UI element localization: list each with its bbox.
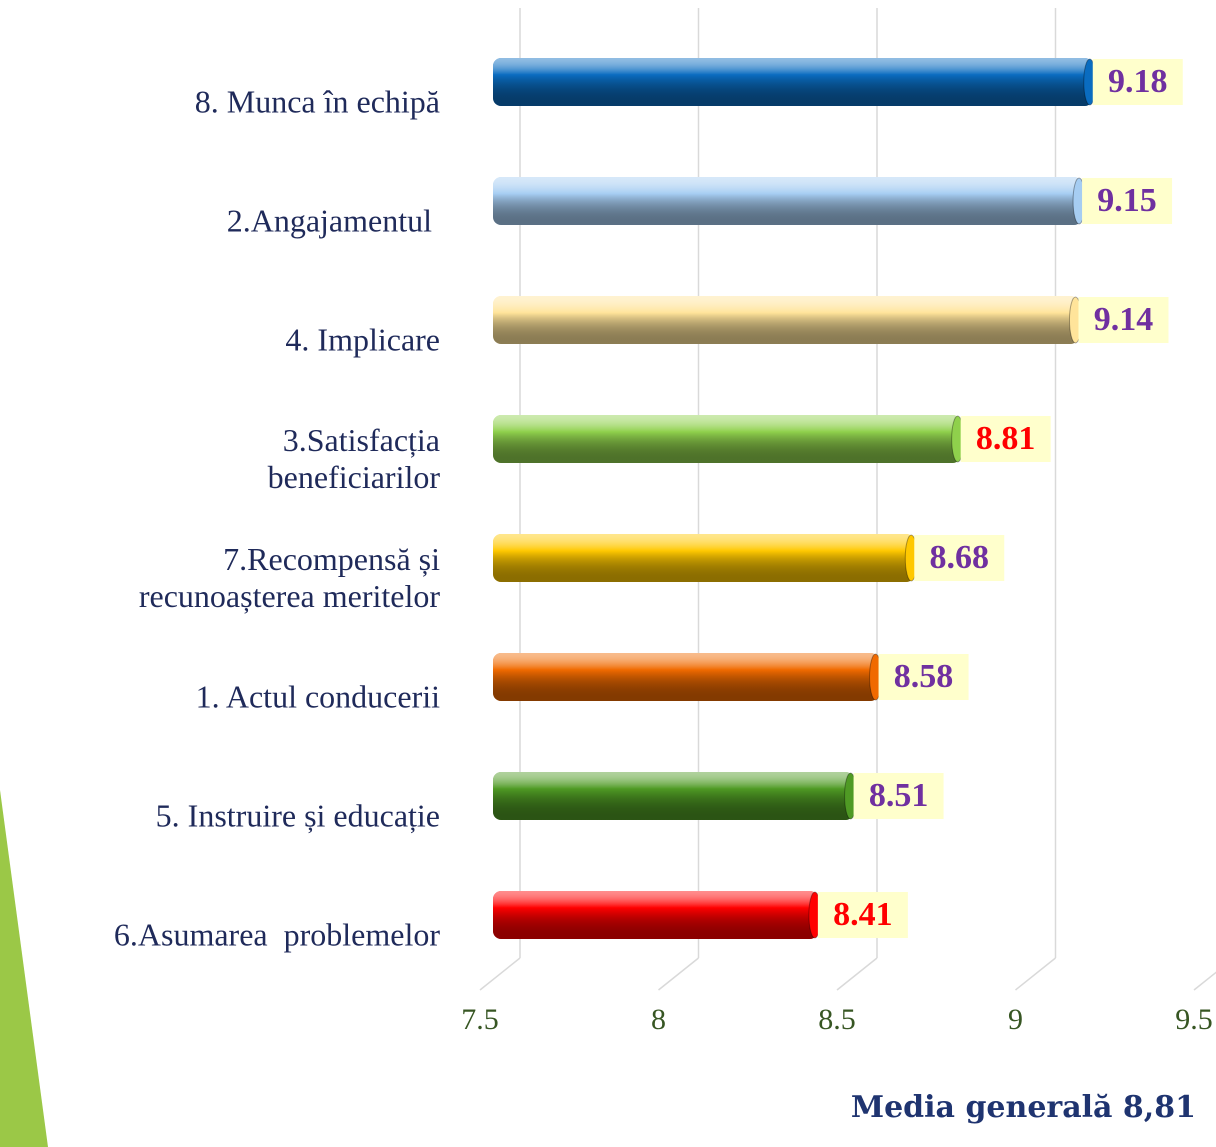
bar-shade [493, 177, 1083, 225]
value-label: 9.14 [1094, 301, 1154, 338]
value-label: 8.41 [833, 896, 893, 933]
floor-line [836, 957, 878, 991]
value-label: 9.15 [1097, 182, 1157, 219]
value-label-box [1082, 178, 1173, 224]
bar-shade [493, 534, 915, 582]
bar-shade [493, 653, 879, 701]
floor-line [1193, 971, 1216, 991]
value-label: 8.81 [976, 420, 1036, 457]
value-label-box [1078, 297, 1169, 343]
category-label: 6.Asumarea problemelor [113, 916, 440, 953]
category-label: 3.Satisfacția beneficiarilor [267, 422, 440, 495]
bar-shade [493, 58, 1093, 106]
category-label: 2.Angajamentul [226, 202, 440, 239]
decor-triangle [0, 790, 48, 1147]
value-label: 9.18 [1108, 63, 1168, 100]
value-label: 8.58 [894, 658, 954, 695]
value-label: 8.68 [930, 539, 990, 576]
x-tick-label: 8.5 [818, 1003, 856, 1036]
bar-shade [493, 296, 1079, 344]
x-tick-label: 9 [1008, 1003, 1023, 1036]
floor-line [479, 957, 521, 991]
category-label: 1. Actul conducerii [195, 678, 440, 715]
value-label-box [878, 654, 969, 700]
category-label: 8. Munca în echipă [194, 83, 440, 120]
x-tick-label: 9.5 [1175, 1003, 1213, 1036]
bar-shade [493, 891, 818, 939]
category-label: 5. Instruire și educație [155, 797, 440, 834]
annotation: Media generală 8,81 [850, 1090, 1196, 1125]
value-label-box [914, 535, 1005, 581]
category-label: 4. Implicare [285, 321, 440, 358]
value-label: 8.51 [869, 777, 929, 814]
value-label-box [817, 892, 908, 938]
value-label-box [960, 416, 1051, 462]
x-tick-label: 7.5 [461, 1003, 499, 1036]
bar-shade [493, 772, 854, 820]
floor-line [1015, 957, 1056, 991]
value-label-box [853, 773, 944, 819]
bar-shade [493, 415, 961, 463]
category-label: 7.Recompensă și recunoașterea meritelor [138, 541, 440, 614]
floor-line [658, 957, 699, 991]
x-tick-label: 8 [651, 1003, 666, 1036]
value-label-box [1092, 59, 1183, 105]
